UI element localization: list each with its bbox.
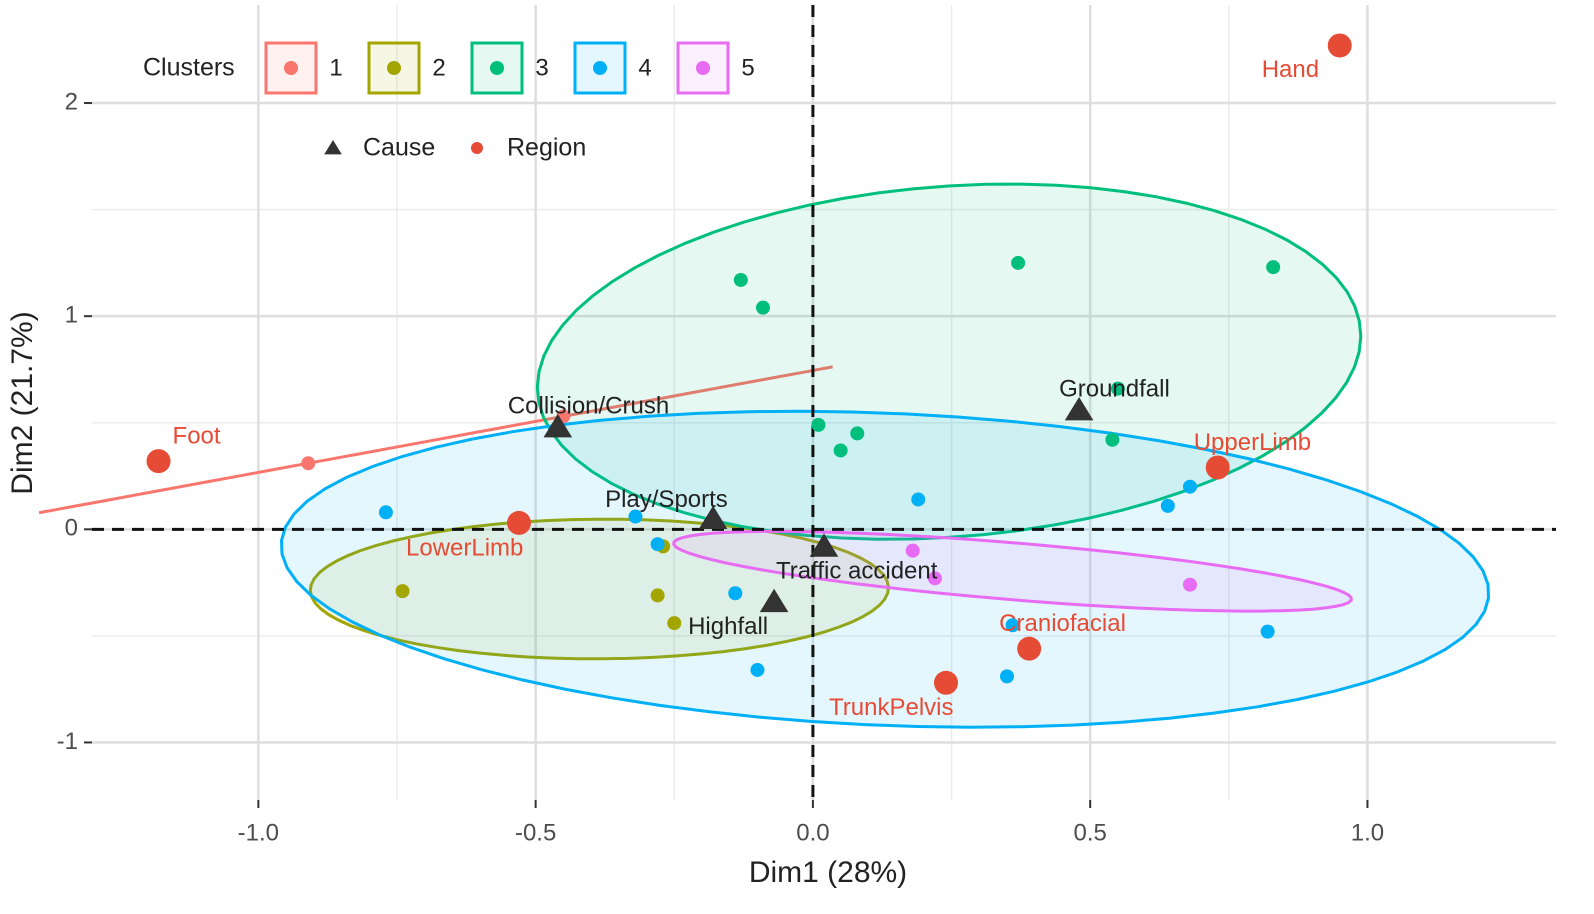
individual-point bbox=[811, 417, 826, 432]
y-tick-label: 0 bbox=[65, 515, 78, 542]
legend-dot bbox=[284, 61, 298, 75]
legend-label: 3 bbox=[535, 54, 548, 81]
variable-label: Craniofacial bbox=[999, 610, 1126, 637]
individual-point bbox=[650, 537, 665, 552]
x-axis-title: Dim1 (28%) bbox=[749, 856, 907, 889]
individual-point bbox=[733, 272, 748, 287]
variable-point bbox=[809, 533, 839, 557]
legend-label: Cause bbox=[363, 134, 435, 162]
individual-point bbox=[927, 571, 942, 586]
individual-point bbox=[1160, 498, 1175, 513]
variable-point bbox=[507, 510, 531, 535]
y-axis-title: Dim2 (21.7%) bbox=[6, 311, 39, 494]
cluster-ellipse bbox=[672, 529, 1353, 613]
legend-label: 5 bbox=[741, 54, 754, 81]
legend-dot bbox=[490, 61, 504, 75]
legend-symbol bbox=[471, 142, 483, 154]
x-tick-label: 0.5 bbox=[1073, 819, 1106, 846]
individual-point bbox=[1183, 577, 1197, 592]
legend-key bbox=[470, 41, 524, 95]
individual-point bbox=[1000, 669, 1014, 684]
variable-point bbox=[759, 588, 789, 613]
individual-point bbox=[905, 543, 920, 558]
individual-point bbox=[850, 426, 865, 441]
individual-point bbox=[667, 616, 682, 631]
cluster-ellipse bbox=[535, 182, 1363, 541]
legend-dot bbox=[593, 61, 607, 75]
individual-point bbox=[1005, 618, 1020, 633]
individual-point bbox=[1183, 479, 1197, 494]
variable-label: Play/Sports bbox=[605, 486, 728, 513]
individual-point bbox=[750, 662, 765, 677]
legend-title: Clusters bbox=[143, 54, 235, 82]
legend-label: 1 bbox=[329, 54, 342, 81]
y-tick-label: 1 bbox=[65, 302, 78, 329]
legend-symbol bbox=[324, 140, 342, 155]
individual-point bbox=[756, 300, 770, 315]
variable-point bbox=[1064, 396, 1094, 421]
legend-dot bbox=[387, 61, 401, 75]
y-tick-label: -1 bbox=[57, 728, 78, 755]
variable-label: TrunkPelvis bbox=[829, 694, 953, 721]
individual-point bbox=[1110, 381, 1125, 396]
individual-point bbox=[628, 509, 643, 524]
variable-point bbox=[146, 449, 171, 474]
individual-point bbox=[378, 505, 393, 520]
individual-point bbox=[728, 586, 743, 601]
x-tick-label: 0.0 bbox=[796, 819, 829, 846]
variable-label: Collision/Crush bbox=[508, 392, 669, 419]
variable-point bbox=[1205, 455, 1230, 480]
cluster-ellipse bbox=[38, 365, 833, 515]
individual-point bbox=[1105, 432, 1120, 447]
individual-point bbox=[911, 492, 926, 507]
individual-point bbox=[395, 584, 410, 599]
variable-point bbox=[934, 670, 958, 695]
legend-label: Region bbox=[507, 134, 586, 162]
legend-label: 4 bbox=[638, 54, 651, 81]
y-tick-label: 2 bbox=[65, 88, 78, 115]
variable-point bbox=[698, 505, 728, 530]
individual-point bbox=[833, 443, 848, 458]
individual-point bbox=[650, 588, 665, 603]
x-tick-label: -0.5 bbox=[515, 819, 556, 846]
variable-point bbox=[1327, 33, 1352, 58]
individual-point bbox=[1266, 260, 1281, 275]
variable-label: Highfall bbox=[688, 613, 768, 640]
legend-label: 2 bbox=[432, 54, 445, 81]
individual-point bbox=[1260, 624, 1275, 639]
variable-point bbox=[1017, 636, 1042, 661]
variable-label: Traffic accident bbox=[776, 558, 938, 585]
variable-label: UpperLimb bbox=[1194, 429, 1311, 456]
individual-point bbox=[301, 456, 316, 471]
variable-label: Groundfall bbox=[1059, 375, 1170, 402]
x-tick-label: -1.0 bbox=[238, 819, 279, 846]
variable-point bbox=[543, 414, 573, 438]
variable-label: Foot bbox=[173, 422, 221, 449]
variable-label: LowerLimb bbox=[406, 534, 523, 561]
x-tick-label: 1.0 bbox=[1351, 819, 1384, 846]
variable-label: Hand bbox=[1262, 56, 1319, 83]
individual-point bbox=[1011, 255, 1026, 270]
legend-dot bbox=[696, 61, 710, 75]
